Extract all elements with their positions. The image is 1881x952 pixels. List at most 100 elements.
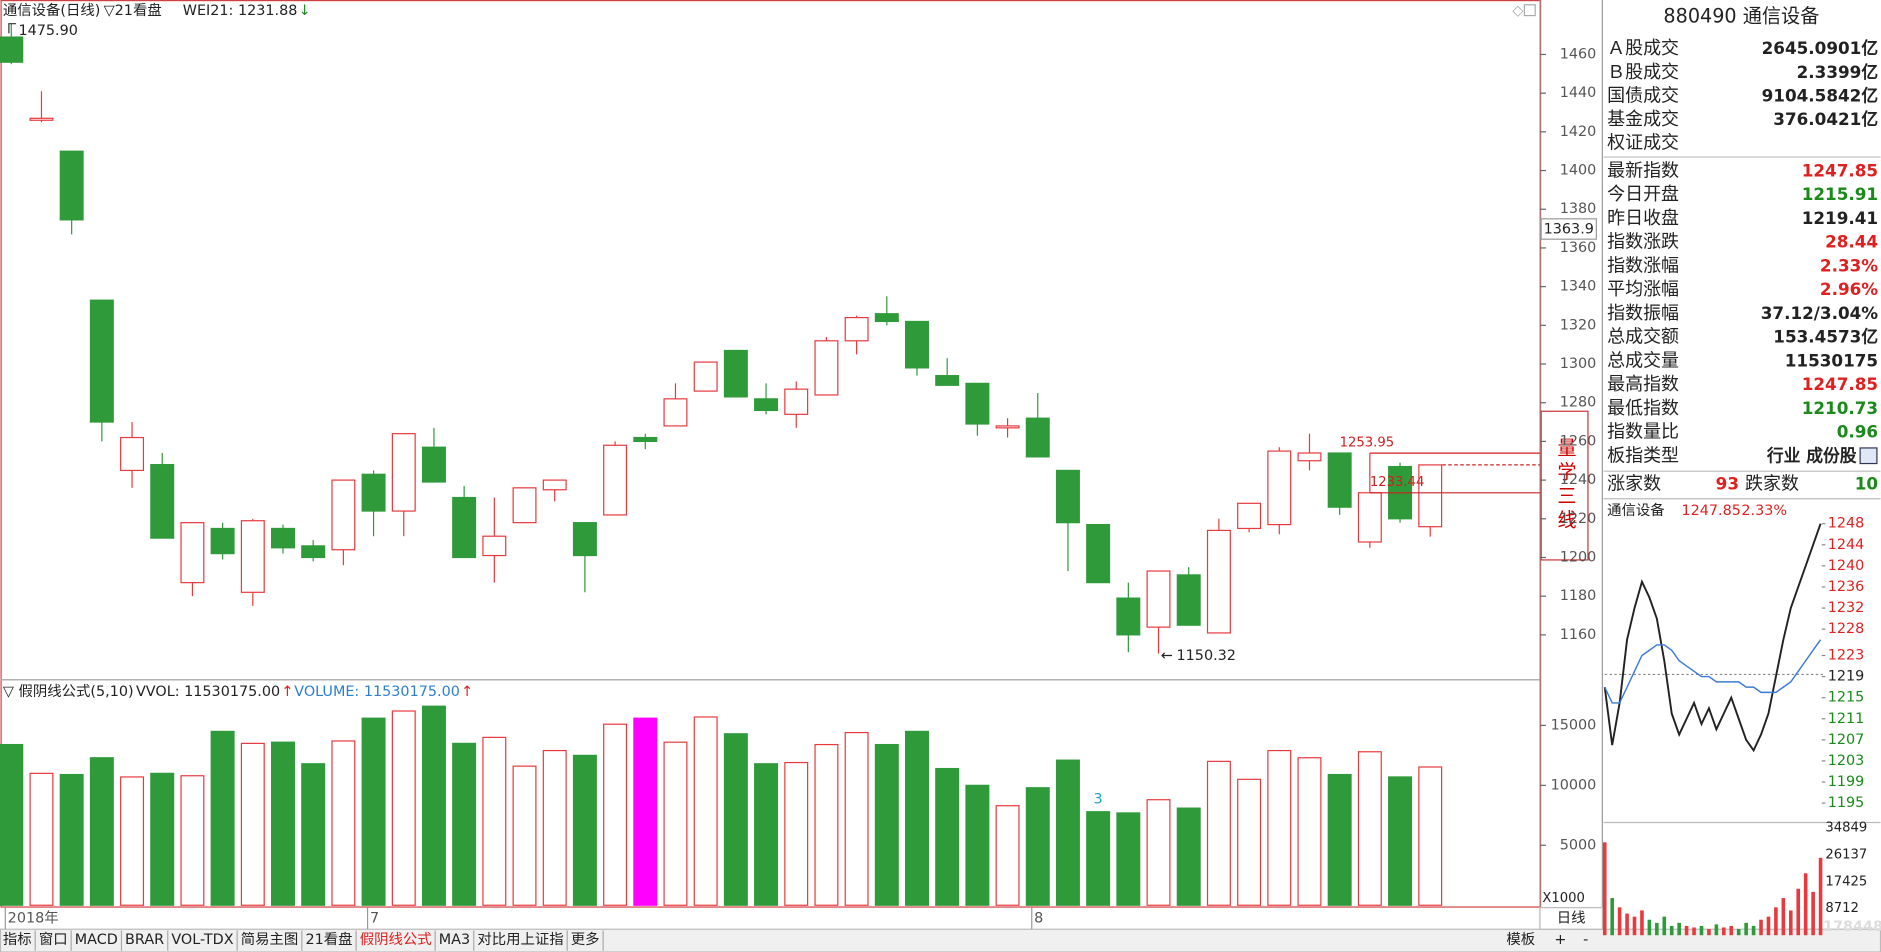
- x-tick-label: 7: [370, 910, 379, 926]
- candle-body: [935, 375, 960, 386]
- tab[interactable]: -: [1583, 932, 1588, 948]
- y-tick-label: 1228: [1828, 621, 1865, 637]
- candle-body: [693, 361, 718, 392]
- formula-title: ▽ 假阴线公式(5,10): [3, 683, 134, 700]
- y-tick-label: 1232: [1828, 600, 1865, 616]
- volume-bar: [603, 723, 628, 906]
- candle-body: [814, 340, 839, 396]
- trend-arrow: ↑: [281, 684, 293, 700]
- row-label: 国债成交: [1607, 85, 1679, 106]
- indicator: WEI21: 1231.88: [183, 3, 298, 19]
- row-label: 平均涨幅: [1607, 279, 1679, 300]
- mini-volume-bar: [1655, 922, 1659, 936]
- level-label: 1253.95: [1340, 435, 1394, 450]
- mini-volume-bar: [1684, 925, 1689, 936]
- side-box[interactable]: [1540, 410, 1589, 561]
- y-tick-label: 1340: [1560, 279, 1597, 295]
- tab[interactable]: BRAR: [125, 932, 164, 948]
- chart-title: 通信设备(日线): [3, 2, 100, 19]
- trend-arrow: ↓: [299, 3, 311, 19]
- volume-bar: [1327, 773, 1352, 906]
- tab[interactable]: 模板: [1506, 930, 1535, 948]
- candle-body: [723, 349, 748, 398]
- candle-body: [1267, 450, 1292, 526]
- y-tick-label: 1203: [1828, 753, 1865, 769]
- y-tick-label: 1300: [1560, 356, 1597, 372]
- y-tick-label: 1400: [1560, 163, 1597, 179]
- y-tick-label: 1440: [1560, 85, 1597, 101]
- tab[interactable]: MA3: [439, 932, 470, 948]
- mini-volume-bar: [1647, 919, 1652, 936]
- candle-body: [301, 545, 326, 559]
- tab[interactable]: MACD: [75, 932, 118, 948]
- row-value: 1215.91: [1802, 184, 1878, 204]
- candle-body: [603, 444, 628, 516]
- volume-bar: [1297, 757, 1322, 906]
- row-label: 最高指数: [1607, 374, 1679, 395]
- row-value: 11530175: [1785, 350, 1878, 370]
- y-tick-label: 1236: [1828, 579, 1865, 595]
- tab[interactable]: 对比用上证指: [477, 931, 563, 948]
- volume-bar: [120, 776, 145, 906]
- y-tick-label: 26137: [1825, 847, 1867, 862]
- y-tick-label: 17425: [1825, 874, 1867, 889]
- tab[interactable]: 窗口: [39, 930, 68, 948]
- mini-volume-bar: [1766, 916, 1771, 936]
- row-value: 2.96%: [1820, 279, 1878, 299]
- annotation: 1150.32: [1177, 648, 1236, 664]
- volume-bar: [0, 743, 24, 906]
- y-tick-label: 1220: [1560, 511, 1597, 527]
- row-label: 基金成交: [1607, 109, 1679, 130]
- trend-arrow: ↑: [461, 684, 473, 700]
- row-label: 权证成交: [1607, 133, 1679, 154]
- y-tick-label: 1160: [1560, 627, 1597, 643]
- icon-window[interactable]: [1523, 4, 1536, 17]
- row-label: 指数振幅: [1607, 303, 1679, 324]
- period-box[interactable]: [1539, 907, 1603, 930]
- candle-body: [150, 464, 175, 539]
- tab[interactable]: +: [1554, 932, 1566, 948]
- mini-volume-bar: [1729, 925, 1734, 936]
- icon-diamond[interactable]: ◇: [1512, 3, 1524, 19]
- tab[interactable]: 更多: [571, 931, 600, 948]
- mini-volume-bar: [1759, 919, 1763, 936]
- tab[interactable]: 21看盘: [305, 930, 352, 948]
- volume-bar: [150, 772, 175, 906]
- row-value: 1247.85: [1802, 160, 1878, 180]
- view-switch[interactable]: ▽21看盘: [104, 1, 162, 19]
- tab[interactable]: 指标: [3, 931, 32, 948]
- candle-body: [391, 433, 416, 512]
- y-tick-label: 1199: [1828, 774, 1865, 790]
- candle-body: [1146, 570, 1171, 628]
- row-value: 1247.85: [1802, 374, 1878, 394]
- period[interactable]: 日线: [1557, 909, 1586, 926]
- volume-bar: [180, 775, 205, 906]
- volume-bar: [1237, 778, 1262, 906]
- tab[interactable]: 简易主图: [241, 931, 299, 948]
- y-tick-label: 8712: [1825, 901, 1859, 916]
- candle-body: [361, 473, 386, 512]
- candle-body: [1237, 502, 1262, 530]
- y-tick-label: 10000: [1551, 777, 1597, 793]
- mini-volume-bar: [1751, 925, 1756, 936]
- y-tick-label: 1260: [1560, 433, 1597, 449]
- volume-bar: [905, 730, 929, 906]
- volume-bar: [1357, 751, 1382, 906]
- tab[interactable]: 假阴线公式: [360, 931, 432, 948]
- candle-body: [29, 117, 54, 121]
- volume-bar: [1267, 749, 1292, 906]
- candle-body: [995, 425, 1020, 429]
- row-label: 指数涨幅: [1607, 255, 1679, 276]
- breadth-value: 10: [1855, 473, 1878, 493]
- tab[interactable]: VOL-TDX: [171, 932, 233, 948]
- volume-bar: [633, 717, 658, 906]
- candle-body: [663, 398, 688, 427]
- y-tick-label: 1240: [1828, 558, 1865, 574]
- volume-bar: [965, 784, 990, 906]
- row-label: Ａ股成交: [1607, 38, 1679, 59]
- row-label: 指数量比: [1607, 422, 1679, 443]
- y-tick-label: 1219: [1828, 669, 1865, 685]
- candle-body: [331, 479, 356, 551]
- volume-bar: [784, 761, 809, 906]
